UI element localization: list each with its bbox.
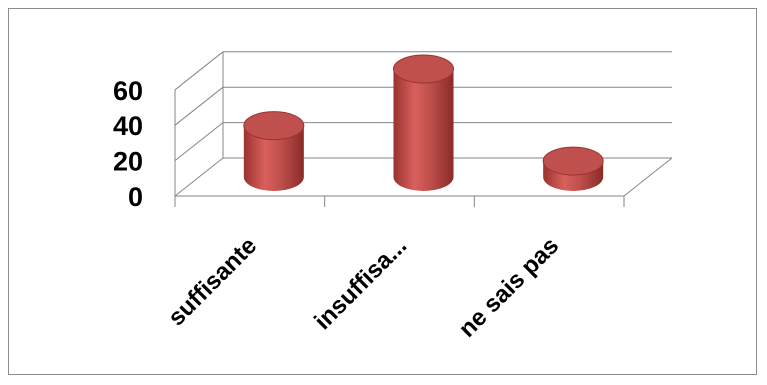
bar-layer bbox=[243, 54, 604, 191]
bar bbox=[393, 54, 454, 191]
x-axis-categories: suffisante insuffisa... ne sais pas bbox=[163, 232, 564, 343]
x-category-label: ne sais pas bbox=[454, 232, 565, 343]
gridline-side bbox=[174, 51, 224, 91]
y-axis-ticks: 0 20 40 60 bbox=[113, 76, 143, 212]
y-tick-label: 40 bbox=[113, 111, 143, 141]
x-category-label: insuffisa... bbox=[309, 232, 412, 335]
y-tick-label: 20 bbox=[113, 147, 143, 177]
y-tick-label: 60 bbox=[113, 76, 143, 106]
bar bbox=[542, 146, 604, 191]
bar-body bbox=[393, 69, 454, 191]
gridline-side bbox=[174, 122, 224, 161]
bar-top bbox=[243, 111, 305, 141]
bar bbox=[243, 111, 305, 191]
x-category-label: suffisante bbox=[163, 232, 262, 331]
y-tick-label: 0 bbox=[128, 182, 143, 212]
gridline-side bbox=[174, 157, 224, 197]
bar-top bbox=[393, 54, 454, 84]
bar-body bbox=[243, 125, 304, 191]
chart-frame bbox=[8, 8, 757, 375]
floor-right-edge bbox=[623, 157, 673, 197]
bar-top bbox=[542, 146, 604, 176]
gridline-side bbox=[174, 86, 224, 126]
